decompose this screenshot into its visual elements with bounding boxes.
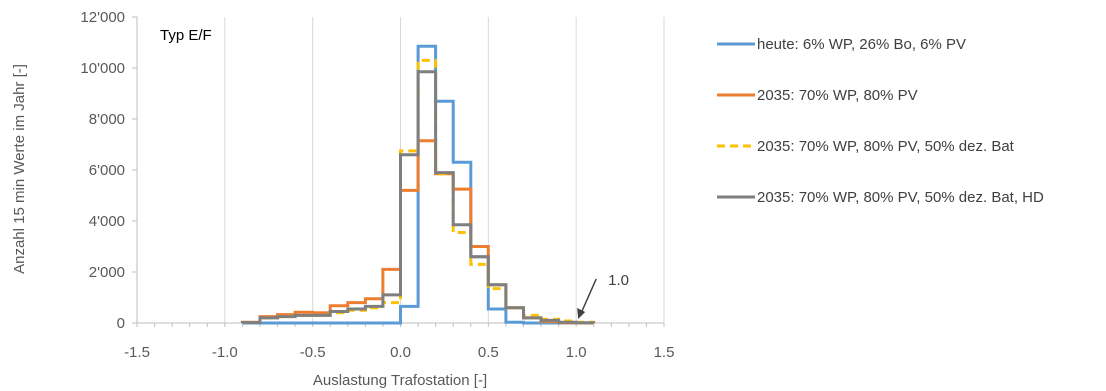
axes xyxy=(132,16,665,327)
legend-label-4: 2035: 70% WP, 80% PV, 50% dez. Bat, HD xyxy=(757,189,1044,206)
legend-label-3: 2035: 70% WP, 80% PV, 50% dez. Bat xyxy=(757,138,1015,155)
legend: heute: 6% WP, 26% Bo, 6% PV 2035: 70% WP,… xyxy=(717,36,1044,206)
y-axis-title: Anzahl 15 min Werte im Jahr [-] xyxy=(11,64,28,274)
annotation-arrow-line xyxy=(580,278,597,314)
y-tick-label: 10'000 xyxy=(80,60,125,77)
y-tick-label: 6'000 xyxy=(89,162,125,179)
y-tick-label: 0 xyxy=(117,315,125,332)
annotations: 1.0 xyxy=(577,272,629,319)
y-tick-label: 12'000 xyxy=(80,9,125,26)
series-lines xyxy=(240,44,596,325)
annotation-arrow-head xyxy=(577,308,586,319)
grid-lines xyxy=(224,17,665,323)
x-tick-label: -1.5 xyxy=(124,344,150,361)
x-tick-label: -0.5 xyxy=(300,344,326,361)
inner-chart-label: Typ E/F xyxy=(160,27,212,44)
x-tick-label: -1.0 xyxy=(212,344,238,361)
y-tick-label: 2'000 xyxy=(89,264,125,281)
x-tick-label: 1.0 xyxy=(566,344,587,361)
x-tick-label: 0.5 xyxy=(478,344,499,361)
legend-label-1: heute: 6% WP, 26% Bo, 6% PV xyxy=(757,36,966,53)
series-line-4 xyxy=(240,70,596,325)
y-tick-label: 8'000 xyxy=(89,111,125,128)
tick-labels: -1.5 -1.0 -0.5 0.0 0.5 1.0 1.5 0 2'000 4'000 6'000… xyxy=(80,9,674,361)
x-axis-title: Auslastung Trafostation [-] xyxy=(313,372,487,389)
legend-label-2: 2035: 70% WP, 80% PV xyxy=(757,87,918,104)
annotation-label: 1.0 xyxy=(608,272,629,289)
x-tick-label: 1.5 xyxy=(654,344,675,361)
x-tick-label: 0.0 xyxy=(390,344,411,361)
y-tick-label: 4'000 xyxy=(89,213,125,230)
